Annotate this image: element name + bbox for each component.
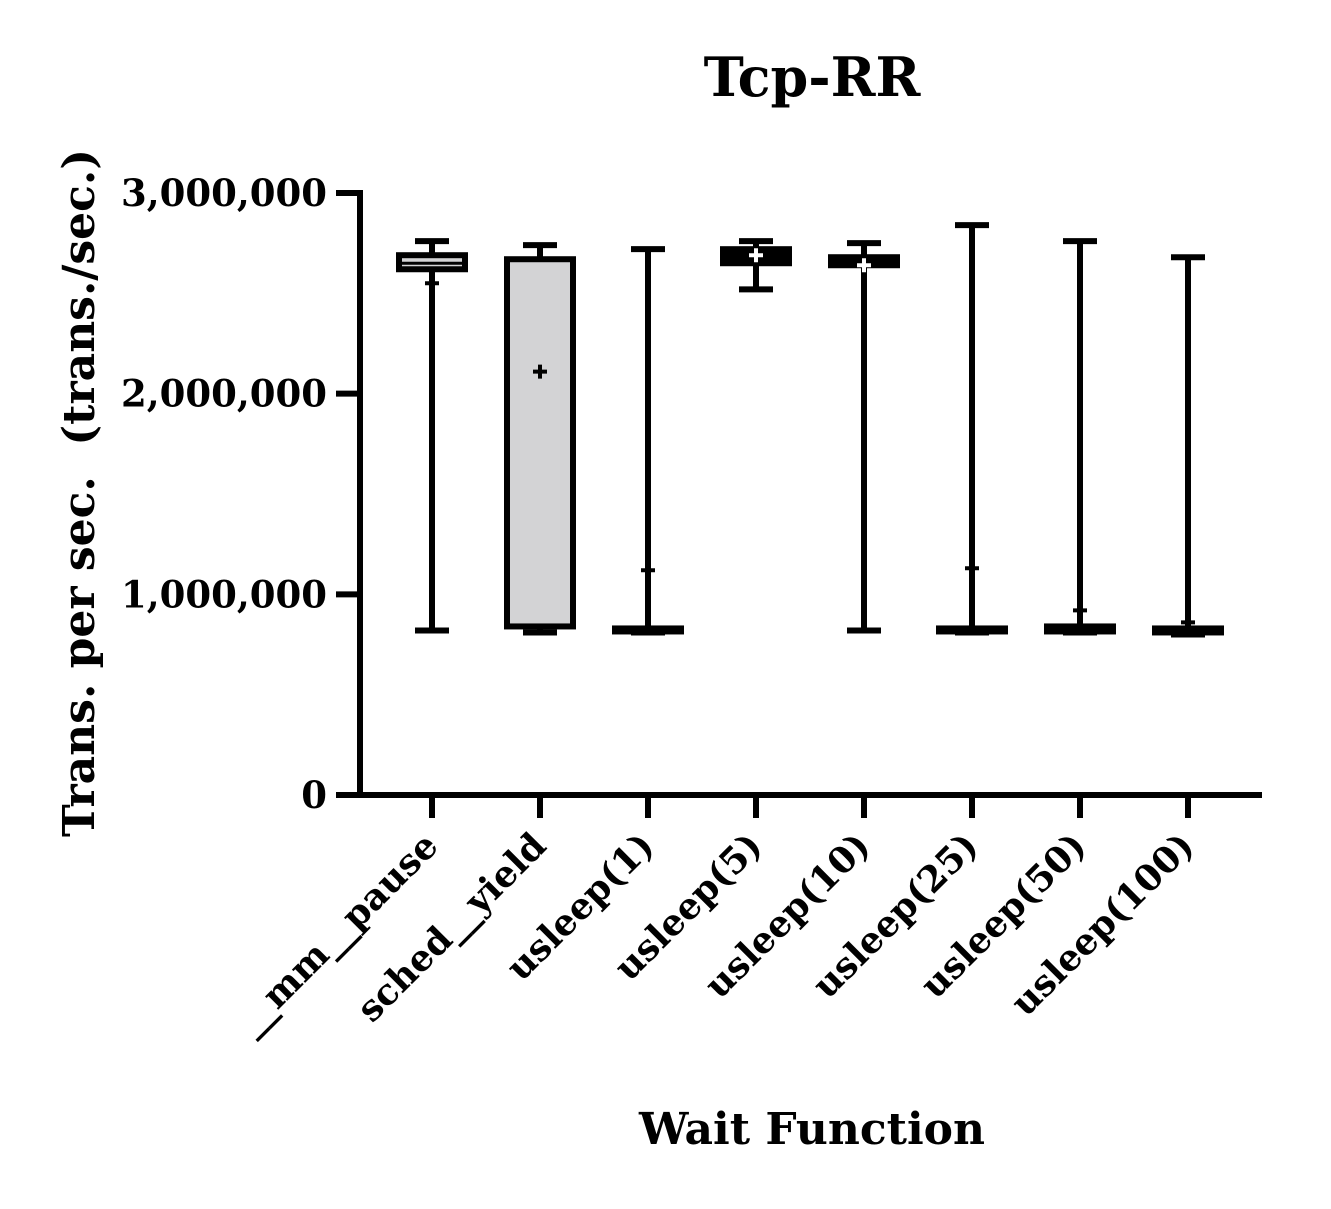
box-2	[612, 246, 684, 636]
mean-marker	[965, 561, 979, 576]
y-axis-ticks: 0 1,000,000 2,000,000 3,000,000	[121, 171, 360, 817]
mean-marker	[749, 248, 763, 263]
mean-marker	[1181, 615, 1195, 630]
box-series	[396, 222, 1224, 638]
box-7	[1152, 254, 1224, 638]
y-tick-label: 2,000,000	[121, 372, 327, 416]
axes	[336, 190, 1262, 798]
box-4	[828, 240, 900, 634]
box-5	[936, 222, 1008, 636]
mean-marker	[857, 258, 871, 273]
x-axis-label: Wait Function	[638, 1104, 985, 1155]
box-1	[504, 242, 576, 636]
box-3	[720, 238, 792, 293]
x-axis-ticks: __mm__pausesched__yieldusleep(1)usleep(5…	[229, 795, 1203, 1043]
chart-title: Tcp-RR	[704, 45, 922, 109]
y-tick-label: 1,000,000	[121, 572, 327, 616]
mean-marker	[641, 563, 655, 578]
y-tick-label: 0	[301, 773, 327, 817]
x-tick-label: sched__yield	[349, 825, 555, 1031]
y-axis-label: Trans. per sec. (trans./sec.)	[54, 149, 105, 837]
x-tick-label: usleep(100)	[1003, 825, 1203, 1025]
mean-marker	[533, 364, 547, 379]
box-rect	[504, 256, 576, 630]
mean-marker	[1073, 603, 1087, 618]
box-0	[396, 238, 468, 634]
x-tick-label: __mm__pause	[229, 825, 447, 1043]
box-6	[1044, 238, 1116, 636]
mean-marker	[425, 276, 439, 291]
y-tick-label: 3,000,000	[121, 171, 327, 215]
